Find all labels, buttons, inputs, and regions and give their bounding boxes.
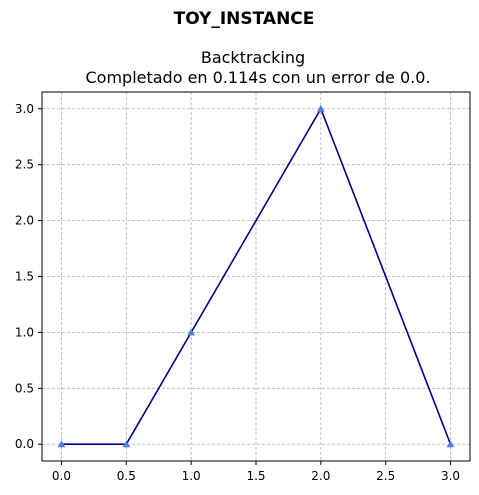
y-tick-label: 1.0 <box>15 325 34 339</box>
chart-title-line-2: Completado en 0.114s con un error de 0.0… <box>85 68 430 87</box>
y-tick-label: 3.0 <box>15 102 34 116</box>
x-tick-label: 3.0 <box>441 469 460 483</box>
data-point-marker <box>122 440 131 448</box>
grid <box>42 92 470 461</box>
chart-title-line-1: Backtracking <box>201 48 305 67</box>
data-point-marker <box>446 440 455 448</box>
y-tick-label: 1.5 <box>15 270 34 284</box>
x-tick-label: 1.0 <box>182 469 201 483</box>
y-tick-label: 0.5 <box>15 381 34 395</box>
y-tick-label: 0.0 <box>15 437 34 451</box>
x-tick-label: 0.0 <box>52 469 71 483</box>
y-tick-label: 2.0 <box>15 214 34 228</box>
x-tick-label: 2.0 <box>311 469 330 483</box>
data-point-marker <box>187 328 196 336</box>
x-tick-label: 0.5 <box>117 469 136 483</box>
x-tick-label: 1.5 <box>246 469 265 483</box>
x-axis: 0.0 0.5 1.0 1.5 2.0 2.5 3.0 <box>52 461 460 483</box>
y-axis: 0.0 0.5 1.0 1.5 2.0 2.5 3.0 <box>15 102 42 451</box>
data-point-marker <box>316 104 325 112</box>
y-tick-label: 2.5 <box>15 158 34 172</box>
data-point-marker <box>57 440 66 448</box>
series-layer <box>57 104 455 448</box>
chart-suptitle: TOY_INSTANCE <box>174 9 315 29</box>
x-tick-label: 2.5 <box>376 469 395 483</box>
